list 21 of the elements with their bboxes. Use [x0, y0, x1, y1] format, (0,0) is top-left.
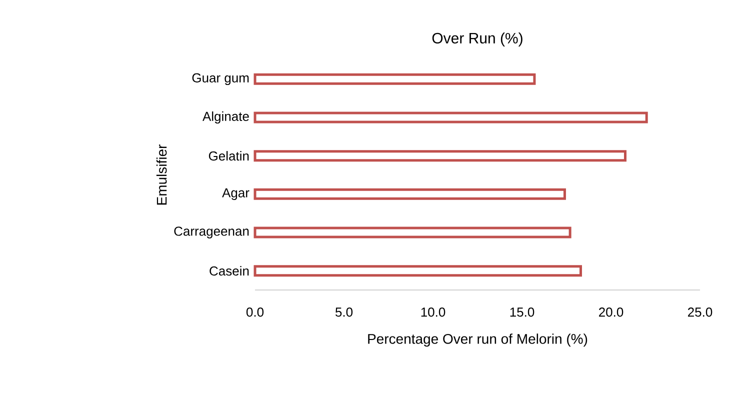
bar: [254, 73, 536, 85]
y-tick-label: Guar gum: [192, 73, 249, 86]
x-tick-label: 20.0: [599, 308, 624, 317]
y-tick-label: Carrageenan: [174, 226, 249, 238]
x-tick-label: 25.0: [688, 308, 712, 317]
x-axis-title: Percentage Over run of Melorin (%): [368, 334, 588, 347]
bar: [254, 226, 572, 238]
bar: [254, 188, 566, 200]
y-axis-title: Emulsifier: [156, 144, 167, 205]
y-tick-label: Agar: [222, 188, 250, 200]
x-tick-label: 0.0: [246, 308, 264, 317]
x-tick-label: 5.0: [335, 308, 353, 317]
x-tick-label: 10.0: [421, 308, 446, 317]
bar: [254, 112, 648, 124]
y-tick-label: Casein: [210, 266, 249, 276]
bar: [254, 265, 582, 277]
chart-title: Over Run (%): [432, 32, 522, 46]
y-tick-label: Gelatin: [208, 151, 249, 161]
x-tick-label: 15.0: [510, 308, 534, 317]
bar: [254, 150, 626, 162]
y-tick-label: Alginate: [202, 111, 249, 124]
